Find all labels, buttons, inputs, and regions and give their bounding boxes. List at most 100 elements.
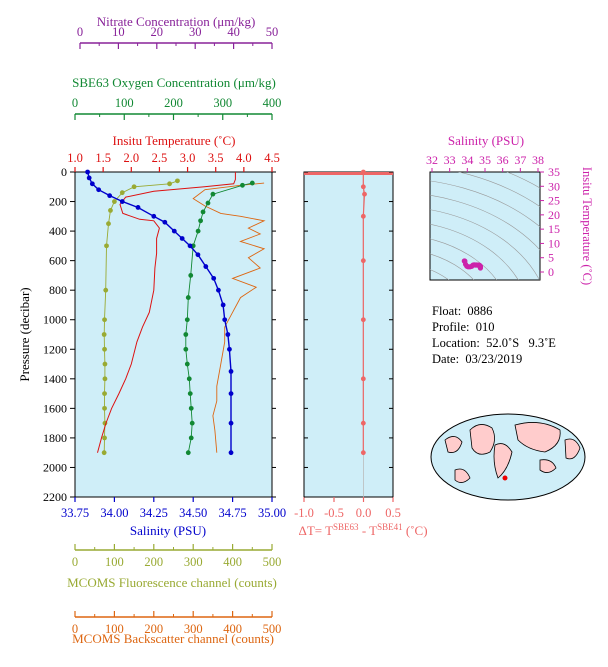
salinity-axis-label: Salinity (PSU) bbox=[130, 523, 206, 538]
nitrate-tick-label: 10 bbox=[112, 25, 125, 39]
salinity-point bbox=[171, 228, 177, 234]
ts-isopycnal-line bbox=[430, 194, 540, 251]
delta-t-top-bar bbox=[304, 172, 393, 175]
backscatter-tick-label: 0 bbox=[72, 622, 78, 636]
location-text: Location: 52.0˚S 9.3˚E bbox=[432, 336, 556, 350]
delta-t-tick-label: -1.0 bbox=[294, 506, 314, 520]
delta-t-point bbox=[360, 184, 366, 190]
ts-salinity-tick-label: 34 bbox=[461, 153, 473, 167]
fluorescence-point bbox=[102, 435, 107, 441]
nitrate-axis-label: Nitrate Concentration (μm/kg) bbox=[97, 14, 256, 29]
ts-isopycnals bbox=[390, 172, 540, 320]
oxygen-point bbox=[198, 218, 203, 224]
ts-isopycnal-line bbox=[430, 180, 540, 228]
oxygen-tick-label: 400 bbox=[263, 96, 282, 110]
nitrate-tick-label: 40 bbox=[227, 25, 240, 39]
fluorescence-point bbox=[108, 208, 113, 213]
salinity-tick-label: 34.00 bbox=[100, 506, 128, 520]
temperature-line bbox=[97, 172, 236, 453]
pressure-tick-label: 1000 bbox=[43, 313, 67, 327]
backscatter-line bbox=[192, 182, 266, 453]
pressure-tick-label: 1800 bbox=[43, 431, 67, 445]
delta-t-point bbox=[360, 376, 366, 382]
fluorescence-point bbox=[102, 317, 107, 323]
ts-isopycnal-line bbox=[390, 290, 432, 320]
salinity-point bbox=[228, 391, 234, 396]
backscatter-tick-label: 400 bbox=[223, 622, 242, 636]
fluorescence-tick-label: 400 bbox=[223, 555, 242, 569]
backscatter-tick-label: 100 bbox=[105, 622, 124, 636]
salinity-tick-label: 33.75 bbox=[61, 506, 89, 520]
delta-t-point bbox=[360, 420, 366, 426]
salinity-point bbox=[162, 219, 168, 225]
world-map-land bbox=[493, 443, 513, 479]
ts-isopycnal-line bbox=[430, 253, 475, 280]
float-location-marker bbox=[502, 475, 508, 481]
fluorescence-point bbox=[167, 181, 172, 187]
oxygen-point bbox=[183, 346, 189, 352]
oxygen-point bbox=[187, 391, 193, 396]
pressure-tick-label: 400 bbox=[49, 224, 67, 238]
salinity-point bbox=[225, 332, 231, 337]
delta-t-axis-label: ΔT= TSBE63 - TSBE41 (˚C) bbox=[298, 522, 427, 538]
delta-t-point bbox=[360, 258, 366, 264]
delta-t-point bbox=[362, 191, 367, 197]
pressure-tick-label: 800 bbox=[49, 283, 67, 297]
salinity-tick-label: 34.75 bbox=[219, 506, 247, 520]
oxygen-point bbox=[184, 317, 190, 323]
salinity-point bbox=[85, 169, 91, 175]
ts-temperature-tick-label: 10 bbox=[548, 236, 560, 250]
oxygen-tick-label: 0 bbox=[72, 96, 78, 110]
fluorescence-tick-label: 500 bbox=[263, 555, 282, 569]
fluorescence-point bbox=[102, 391, 107, 396]
nitrate-tick-label: 20 bbox=[151, 25, 164, 39]
salinity-point bbox=[211, 275, 217, 281]
temperature-axis-label: Insitu Temperature (˚C) bbox=[112, 133, 235, 148]
fluorescence-point bbox=[103, 287, 109, 293]
oxygen-point bbox=[210, 191, 216, 197]
ts-temperature-tick-label: 20 bbox=[548, 208, 560, 222]
fluorescence-tick-label: 300 bbox=[184, 555, 203, 569]
delta-t-point bbox=[360, 169, 366, 175]
oxygen-point bbox=[186, 376, 192, 382]
fluorescence-tick-label: 0 bbox=[72, 555, 78, 569]
world-map-land bbox=[564, 438, 581, 460]
pressure-tick-label: 1600 bbox=[43, 401, 67, 415]
salinity-point bbox=[119, 199, 125, 204]
pressure-tick-label: 1200 bbox=[43, 342, 67, 356]
oxygen-point bbox=[195, 228, 201, 234]
salinity-point bbox=[228, 369, 234, 374]
oxygen-tick-label: 300 bbox=[213, 96, 232, 110]
temperature-tick-label: 4.0 bbox=[236, 151, 252, 165]
fluorescence-tick-label: 100 bbox=[105, 555, 124, 569]
salinity-tick-label: 34.50 bbox=[179, 506, 207, 520]
fluorescence-point bbox=[101, 450, 107, 456]
temperature-tick-label: 3.0 bbox=[180, 151, 196, 165]
delta-t-tick-label: 0.5 bbox=[385, 506, 401, 520]
salinity-point bbox=[228, 450, 234, 456]
fluorescence-point bbox=[101, 332, 107, 337]
fluorescence-point bbox=[119, 190, 125, 196]
oxygen-point bbox=[183, 332, 189, 337]
fluorescence-point bbox=[102, 376, 108, 382]
ts-isopycnal-line bbox=[430, 238, 497, 280]
world-map bbox=[430, 413, 586, 501]
ts-isopycnal-line bbox=[430, 223, 519, 280]
date-text: Date: 03/23/2019 bbox=[432, 352, 523, 366]
salinity-point bbox=[227, 346, 232, 352]
backscatter-tick-label: 500 bbox=[263, 622, 282, 636]
nitrate-tick-label: 30 bbox=[189, 25, 202, 39]
delta-t-tick-label: -0.5 bbox=[324, 506, 344, 520]
oxygen-point bbox=[188, 405, 194, 411]
oxygen-tick-label: 100 bbox=[115, 96, 134, 110]
world-map-land bbox=[444, 436, 463, 453]
salinity-point bbox=[220, 302, 226, 308]
pressure-axis-label: Pressure (decibar) bbox=[17, 287, 32, 381]
salinity-tick-label: 34.25 bbox=[140, 506, 168, 520]
ts-temperature-axis-label: Insitu Temperature (˚C) bbox=[580, 167, 594, 285]
ts-temperature-tick-label: 35 bbox=[548, 165, 560, 179]
ts-temperature-tick-label: 0 bbox=[548, 265, 554, 279]
ts-temperature-tick-label: 15 bbox=[548, 222, 560, 236]
